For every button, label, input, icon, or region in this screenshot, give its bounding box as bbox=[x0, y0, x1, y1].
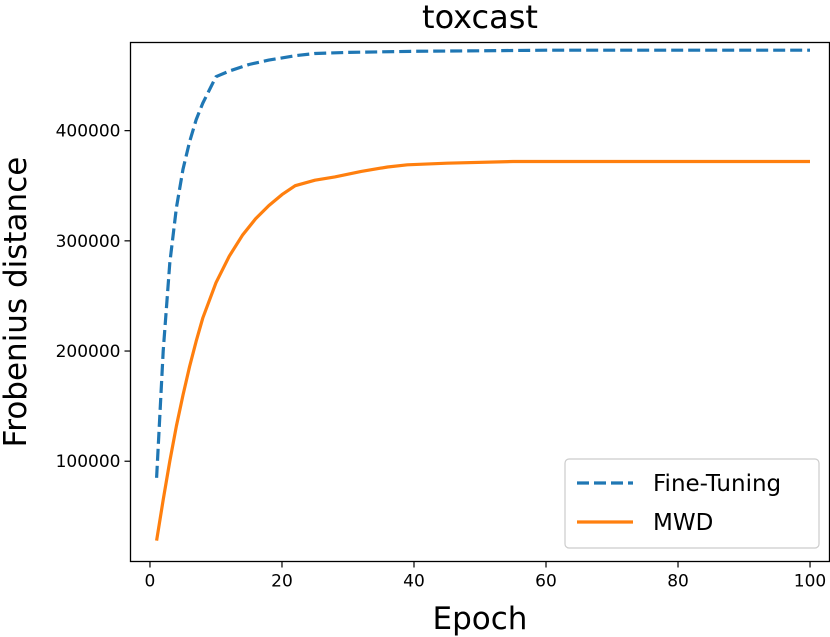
x-axis: 0 20 40 60 80 100 bbox=[145, 561, 826, 592]
series-line-mwd bbox=[155, 159, 810, 541]
legend: Fine-Tuning MWD bbox=[564, 458, 820, 549]
plot-area bbox=[155, 48, 810, 541]
x-tick-label: 0 bbox=[145, 572, 156, 592]
x-tick-label: 80 bbox=[667, 572, 689, 592]
legend-box bbox=[564, 458, 820, 549]
chart-title: toxcast bbox=[422, 0, 538, 36]
x-axis-label: Epoch bbox=[433, 601, 528, 637]
series-line-fine-tuning bbox=[155, 48, 810, 478]
x-tick-label: 100 bbox=[794, 572, 826, 592]
x-tick-label: 60 bbox=[535, 572, 557, 592]
legend-label-mwd: MWD bbox=[653, 510, 713, 536]
y-axis-label: Frobenius distance bbox=[0, 157, 34, 448]
y-tick-label: 100000 bbox=[56, 452, 121, 472]
y-tick-label: 400000 bbox=[56, 122, 121, 142]
legend-label-fine-tuning: Fine-Tuning bbox=[653, 471, 781, 497]
x-tick-label: 20 bbox=[271, 572, 293, 592]
y-tick-label: 300000 bbox=[56, 232, 121, 252]
y-axis: 100000 200000 300000 400000 bbox=[56, 122, 131, 472]
x-tick-label: 40 bbox=[403, 572, 425, 592]
y-tick-label: 200000 bbox=[56, 342, 121, 362]
